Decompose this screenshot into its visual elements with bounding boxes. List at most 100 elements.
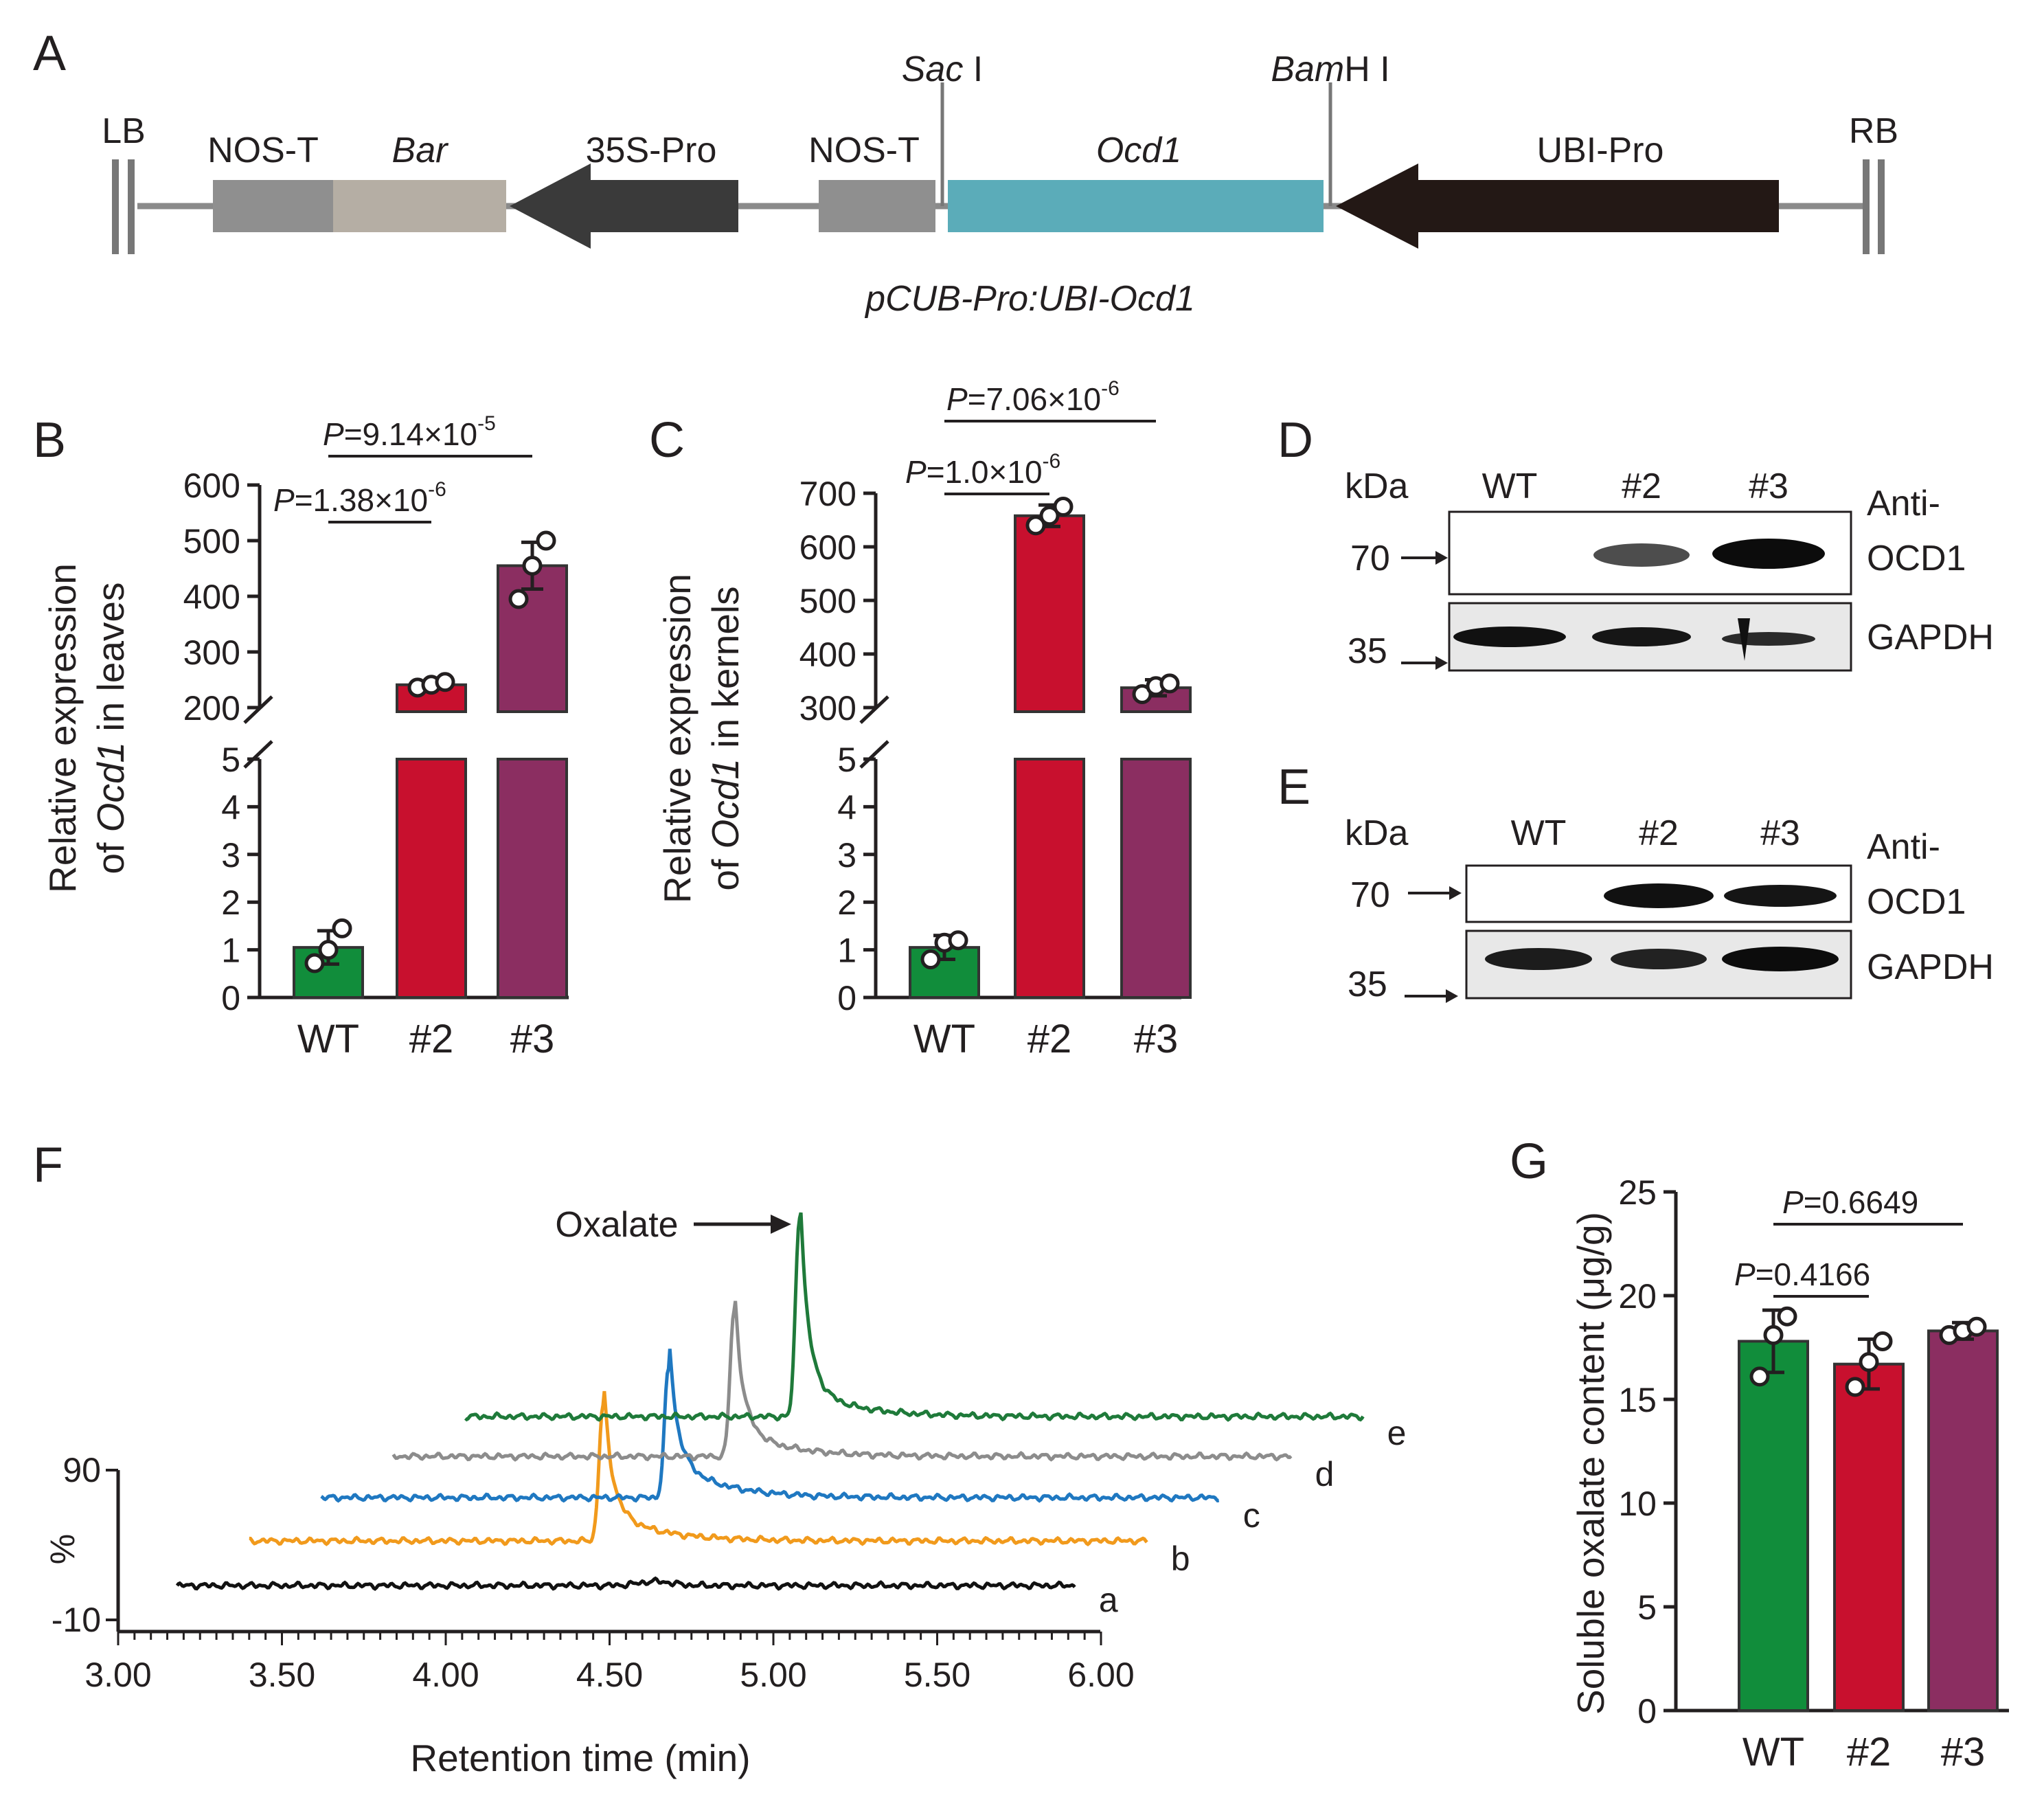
sac-italic: Sac (902, 49, 964, 89)
lb-bar-2 (128, 159, 135, 254)
ocd1-gene (948, 180, 1324, 232)
panel-e-western-blot: E kDa WT #2 #3 70 35 Anti- OCD1 GAPDH (1278, 760, 1994, 1004)
band-d-gapdh-3 (1722, 632, 1815, 646)
panel-d-lane-3: #3 (1749, 466, 1788, 506)
band-e-gapdh-3 (1722, 947, 1839, 971)
lb-bar-1 (112, 159, 119, 254)
c-ytick-label: 3 (837, 836, 856, 875)
nos-t-left-label: NOS-T (207, 131, 319, 170)
b-point-0-0 (304, 953, 325, 973)
c-ytick-label: 4 (837, 788, 856, 826)
panel-e-lane-wt: WT (1511, 813, 1567, 853)
ylabel-b-post: in leaves (89, 583, 132, 742)
band-e-gapdh-wt (1485, 948, 1592, 970)
f-trace-label-e: e (1387, 1414, 1407, 1452)
panel-e-lane-2: #2 (1639, 813, 1679, 853)
c-bar-1-upper (1014, 514, 1085, 713)
g-bar-1 (1833, 1362, 1905, 1713)
b-ytick-label: 300 (183, 633, 240, 672)
ylabel-b-pre: of (89, 832, 132, 874)
ylabel-c-post: in kernels (704, 586, 747, 758)
bamh-site-label: BamH I (1271, 49, 1389, 89)
rb-bar-1 (1863, 159, 1870, 254)
c-xtick-label-0: WT (913, 1017, 975, 1061)
band-d-gapdh-2 (1592, 627, 1691, 646)
b-point-0-2 (332, 918, 352, 938)
panel-e-antibody-2: OCD1 (1867, 882, 1966, 922)
c-axis-break-1 (859, 740, 889, 769)
c-ytick-label: 1 (837, 932, 856, 970)
panel-e-lane-3: #3 (1760, 813, 1800, 853)
c-point-0-0 (920, 949, 941, 969)
panel-e-marker-70: 70 (1350, 875, 1390, 915)
left-border (112, 159, 135, 254)
ylabel-c-pre: of (704, 848, 747, 890)
sac-rest: I (963, 49, 983, 89)
ubi-pro-label: UBI-Pro (1537, 131, 1664, 170)
c-axis-break-2 (859, 695, 889, 724)
f-xtick-label: 3.00 (84, 1656, 151, 1694)
band-d-ocd1-2 (1593, 543, 1690, 567)
b-pvalue-italic-0: P (273, 482, 295, 518)
panel-e-kda: kDa (1345, 813, 1409, 853)
b-pvalue-text-1: =9.14×10 (344, 416, 477, 452)
panel-f-letter: F (33, 1138, 63, 1193)
b-point-2-1 (522, 555, 543, 576)
b-ytick-label: 5 (221, 741, 240, 779)
ylabel-b-gene: Ocd1 (89, 742, 132, 832)
panel-e-letter: E (1278, 760, 1310, 815)
promoter-35s-arrow-head (510, 163, 591, 249)
panel-g-letter: G (1510, 1134, 1548, 1189)
c-ytick-label: 400 (799, 635, 856, 674)
ocd1-label: Ocd1 (1096, 131, 1181, 170)
b-axis-break-1 (243, 740, 273, 769)
b-pvalue-0: P=1.38×10-6 (273, 478, 446, 518)
oxalate-arrow-head (771, 1215, 791, 1234)
f-xtick-label: 6.00 (1067, 1656, 1134, 1694)
b-ytick-label: 4 (221, 788, 240, 826)
c-pvalue-exp-0: -6 (1043, 450, 1061, 473)
b-xtick-label-0: WT (297, 1017, 359, 1061)
ubi-promoter (1418, 180, 1779, 232)
c-bar-2-lower (1120, 758, 1192, 999)
g-xtick-label-1: #2 (1847, 1730, 1892, 1774)
f-trace-label-c: c (1243, 1496, 1260, 1535)
c-pvalue-italic-1: P (946, 381, 968, 417)
c-point-0-2 (948, 930, 968, 951)
b-point-1-2 (435, 672, 455, 692)
b-axis-break-2 (243, 695, 273, 724)
f-trace-d (391, 1300, 1293, 1462)
nos-terminator-mid (819, 180, 935, 232)
bar-gene (333, 180, 506, 232)
g-ytick-label: 0 (1637, 1692, 1657, 1730)
right-border (1863, 159, 1885, 254)
b-ytick-label: 500 (183, 522, 240, 561)
arrow-d-35-head (1435, 656, 1448, 670)
panel-b-ylabel-line1: Relative expression (41, 563, 84, 893)
f-xtick-label: 3.50 (249, 1656, 315, 1694)
g-point-1-2 (1872, 1331, 1893, 1351)
c-ytick-label: 0 (837, 979, 856, 1017)
f-trace-label-d: d (1315, 1455, 1335, 1493)
f-trace-label-b: b (1171, 1540, 1190, 1578)
rb-label: RB (1849, 111, 1898, 151)
g-xtick-label-2: #3 (1941, 1730, 1986, 1774)
panel-d-western-blot: D kDa WT #2 #3 70 35 Anti- OCD1 GAPDH (1278, 413, 1994, 672)
b-xtick-label-1: #2 (409, 1017, 454, 1061)
c-point-1-0 (1025, 515, 1046, 536)
panel-d-antibody-2: OCD1 (1867, 539, 1966, 578)
g-pvalue-italic-1: P (1782, 1184, 1804, 1220)
panel-f-chromatogram: F 3.00 3.50 4.00 4.50 5.00 5.50 6.00 90 -10% Rete… (33, 1138, 1406, 1779)
b-bar-1-lower (396, 758, 467, 999)
g-pvalue-italic-0: P (1734, 1256, 1756, 1292)
f-xtick-label: 5.50 (904, 1656, 970, 1694)
panel-e-loading: GAPDH (1867, 947, 1994, 987)
panel-d-letter: D (1278, 413, 1313, 468)
g-point-0-1 (1763, 1324, 1784, 1345)
f-xtick-label: 5.00 (740, 1656, 806, 1694)
b-ytick-label: 200 (183, 689, 240, 728)
panel-c-ylabel-line2: of Ocd1 in kernels (704, 586, 747, 890)
g-bar-0 (1738, 1340, 1809, 1712)
b-xtick-label-2: #3 (510, 1017, 555, 1061)
